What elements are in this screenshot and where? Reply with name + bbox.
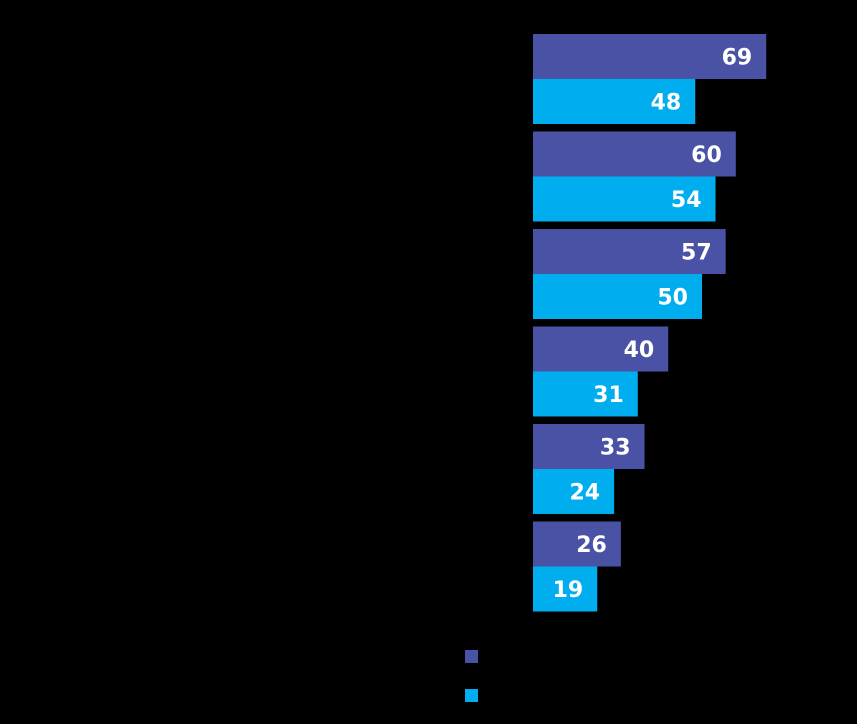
bar-1-5: [533, 424, 645, 469]
bar-1-3: [533, 229, 726, 274]
data-label-1-6: 26: [576, 533, 607, 558]
legend-marker-1: [465, 650, 478, 663]
bar-2-5: [533, 469, 615, 514]
data-label-1-1: 69: [722, 46, 753, 71]
bars-group: [533, 34, 767, 612]
bar-2-3: [533, 274, 702, 319]
data-label-2-3: 50: [657, 286, 688, 311]
bar-2-2: [533, 176, 716, 222]
legend: [465, 650, 478, 702]
bar-1-6: [533, 521, 621, 567]
bar-2-4: [533, 371, 638, 417]
data-label-2-6: 19: [553, 578, 584, 603]
bar-1-4: [533, 326, 669, 372]
data-label-1-2: 60: [691, 143, 722, 168]
bar-1-2: [533, 131, 736, 177]
data-label-1-4: 40: [624, 338, 655, 363]
data-label-1-3: 57: [681, 241, 712, 266]
bar-1-1: [533, 34, 767, 79]
legend-marker-2: [465, 689, 478, 702]
bar-2-6: [533, 566, 598, 612]
bar-2-1: [533, 79, 696, 124]
data-label-2-1: 48: [651, 91, 682, 116]
data-label-2-2: 54: [671, 188, 702, 213]
data-label-1-5: 33: [600, 436, 631, 461]
data-label-2-4: 31: [593, 383, 624, 408]
data-label-2-5: 24: [569, 481, 600, 506]
